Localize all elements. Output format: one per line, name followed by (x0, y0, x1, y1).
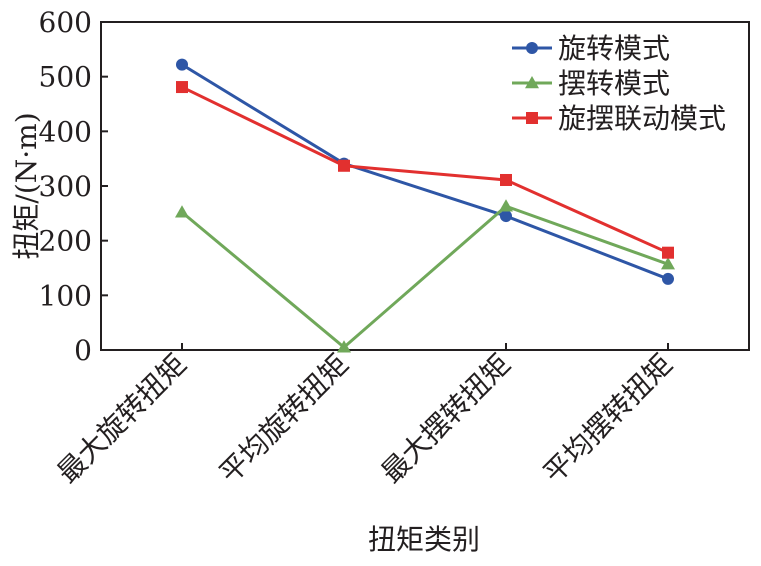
legend-marker (526, 42, 538, 54)
series-lines (175, 58, 675, 353)
data-point (499, 199, 513, 212)
y-tick-label: 600 (39, 6, 92, 39)
series-line-1 (181, 63, 669, 281)
x-tick-label: 最大旋转扭矩 (51, 348, 193, 490)
data-point (500, 173, 512, 186)
series-line-3 (181, 85, 669, 255)
legend-marker (526, 112, 538, 124)
x-tick-label: 平均旋转扭矩 (213, 348, 355, 490)
data-point (338, 159, 350, 172)
series-line-2 (181, 204, 669, 350)
legend-marker (525, 76, 539, 89)
legend-label: 旋摆联动模式 (558, 102, 726, 135)
data-point (176, 81, 188, 94)
data-point (500, 210, 512, 223)
data-point (175, 205, 189, 218)
data-point (661, 257, 675, 270)
legend-label: 摆转模式 (558, 67, 670, 100)
x-tick-label: 平均摆转扭矩 (537, 348, 679, 490)
y-tick-label: 200 (39, 225, 92, 258)
y-tick-label: 500 (39, 61, 92, 94)
x-tick-label: 最大摆转扭矩 (375, 348, 517, 490)
y-tick-label: 0 (74, 334, 92, 367)
y-tick-label: 300 (39, 170, 92, 203)
data-point (662, 246, 674, 259)
legend-label: 旋转模式 (558, 32, 670, 65)
y-tick-label: 100 (39, 279, 92, 312)
data-point (337, 340, 351, 353)
data-point (176, 58, 188, 71)
y-axis-label: 扭矩/(N·m) (10, 112, 43, 259)
data-point (662, 272, 674, 285)
y-tick-label: 400 (39, 115, 92, 148)
x-axis-label: 扭矩类别 (368, 523, 480, 556)
